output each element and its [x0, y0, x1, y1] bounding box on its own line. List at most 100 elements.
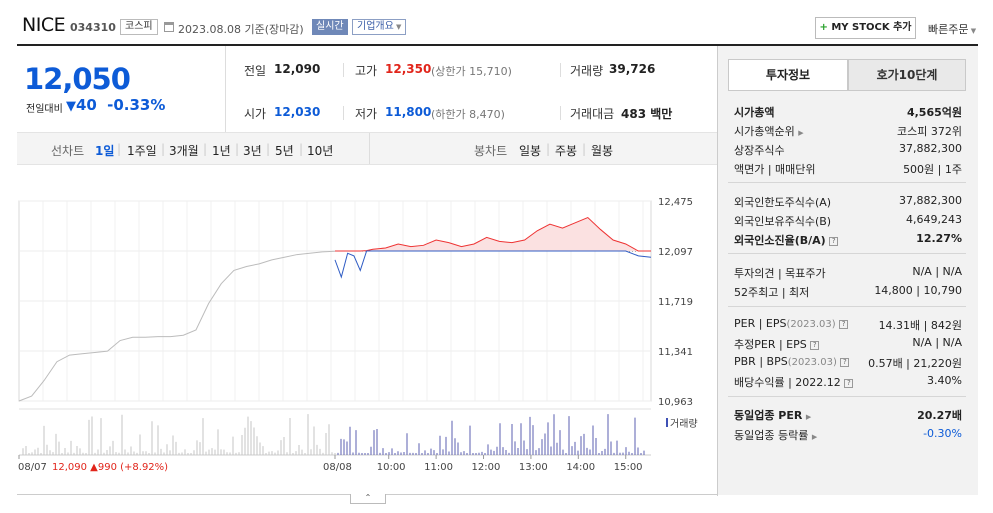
line-chart-label: 선차트	[51, 144, 85, 158]
price-change: ▼40 -0.33%	[66, 96, 165, 114]
today-up-area	[335, 217, 651, 251]
market-cap-rank-label: 시가총액순위	[734, 125, 795, 138]
low-label: 저가	[355, 107, 378, 121]
sector-per-value: 20.27배	[917, 409, 962, 422]
plus-icon: +	[819, 22, 828, 33]
stock-code: 034310	[70, 21, 116, 34]
dividend-value: 3.40%	[927, 374, 962, 387]
prev-day-summary: 12,090 ▲990 (+8.92%)	[52, 462, 168, 473]
price-chart-svg: 12,475 12,097 11,719 11,341 10,963 거래량 08/07 08…	[18, 197, 698, 473]
period-1d[interactable]: 1일	[95, 144, 115, 158]
period-separator: |	[235, 142, 240, 156]
change-percent: -0.33%	[107, 96, 166, 114]
quick-order-button[interactable]: 빠른주문 ▼	[928, 21, 976, 37]
section-divider	[728, 182, 966, 183]
period-separator: |	[582, 142, 587, 156]
amount-unit: 백만	[650, 107, 673, 121]
base-date: 2023.08.08 기준(장마감)	[178, 23, 304, 36]
quote-divider	[560, 106, 561, 120]
info-row: 액면가 | 매매단위 500원 | 1주	[734, 161, 962, 177]
info-row: 외국인보유주식수(B) 4,649,243	[734, 213, 962, 229]
caret-right-icon: ▶	[805, 413, 812, 421]
info-row: 52주최고 | 최저 14,800 | 10,790	[734, 284, 962, 300]
period-1w[interactable]: 1주일	[127, 144, 157, 158]
x-tick-label: 12:00	[472, 462, 501, 473]
period-separator: |	[546, 142, 551, 156]
candle-chart-label: 봉차트	[474, 144, 508, 158]
listed-shares-value: 37,882,300	[899, 142, 962, 155]
today-down-line	[334, 250, 652, 279]
period-3m[interactable]: 3개월	[169, 144, 199, 158]
amount-label: 거래대금	[570, 107, 615, 121]
period-10y[interactable]: 10년	[307, 144, 334, 158]
dividend-label: 배당수익률 | 2022.12	[734, 376, 841, 389]
info-row[interactable]: 동일업종 등락률 ▶ -0.30%	[734, 427, 962, 443]
par-value-value: 500원 | 1주	[903, 163, 962, 176]
info-icon[interactable]: ?	[810, 341, 820, 350]
info-row[interactable]: 시가총액순위 ▶ 코스피 372위	[734, 123, 962, 139]
period-5y[interactable]: 5년	[275, 144, 294, 158]
opinion-value: N/A | N/A	[912, 265, 962, 278]
tab-underline	[728, 90, 966, 91]
chevron-up-icon: ⌃	[364, 493, 372, 502]
week52-label: 52주최고 | 최저	[734, 286, 810, 299]
par-value-label: 액면가 | 매매단위	[734, 163, 816, 176]
y-tick-label: 10,963	[658, 397, 693, 408]
period-separator: |	[266, 142, 271, 156]
mystock-add-button[interactable]: + MY STOCK 추가	[815, 17, 916, 39]
calendar-icon	[164, 22, 174, 32]
period-bar: 선차트 1일 | 1주일 | 3개월 | 1년 | 3년 | 5년 | 10년 …	[17, 132, 717, 165]
low-value: 11,800	[385, 105, 432, 119]
price-divider	[225, 46, 226, 132]
foreign-holding-label: 외국인보유주식수(B)	[734, 215, 832, 228]
period-3y[interactable]: 3년	[243, 144, 262, 158]
sector-change-label: 동일업종 등락률	[734, 429, 809, 442]
current-price: 12,050	[24, 62, 131, 96]
open-value: 12,030	[274, 105, 321, 119]
change-amount: 40	[76, 96, 97, 114]
x-tick-label: 13:00	[519, 462, 548, 473]
x-tick-label: 15:00	[614, 462, 643, 473]
period-1y[interactable]: 1년	[212, 144, 231, 158]
y-tick-label: 11,341	[658, 347, 693, 358]
foreign-ratio-value: 12.27%	[916, 232, 962, 245]
info-icon[interactable]: ?	[839, 320, 849, 329]
section-divider	[728, 396, 966, 397]
info-row[interactable]: 동일업종 PER ▶ 20.27배	[734, 407, 962, 423]
corp-info-dropdown[interactable]: 기업개요 ▼	[352, 19, 407, 35]
foreign-limit-label: 외국인한도주식수(A)	[734, 196, 832, 209]
chart-right-border	[717, 46, 718, 496]
info-row: PBR | BPS(2023.03) ? 0.57배 | 21,220원	[734, 355, 962, 370]
stock-header: NICE 034310 코스피 2023.08.08 기준(장마감) 실시간 기…	[0, 0, 993, 44]
foreign-ratio-label: 외국인소진율(B/A)	[734, 234, 826, 247]
week52-value: 14,800 | 10,790	[874, 284, 962, 297]
high-label: 고가	[355, 64, 378, 78]
info-icon[interactable]: ?	[844, 379, 854, 388]
info-row: 배당수익률 | 2022.12 ? 3.40%	[734, 374, 962, 390]
x-tick-label: 08/08	[323, 462, 352, 473]
tab-orderbook[interactable]: 호가10단계	[848, 59, 966, 91]
info-row: 상장주식수 37,882,300	[734, 142, 962, 158]
quote-divider	[343, 106, 344, 120]
info-panel: 투자정보 호가10단계 시가총액 4,565억원 시가총액순위 ▶ 코스피 372위…	[718, 46, 978, 495]
prev-day-series-line	[18, 250, 336, 402]
foreign-holding-value: 4,649,243	[906, 213, 962, 226]
x-tick-label: 11:00	[424, 462, 453, 473]
realtime-badge[interactable]: 실시간	[312, 19, 348, 35]
candle-monthly[interactable]: 월봉	[591, 144, 614, 158]
tab-investment-info[interactable]: 투자정보	[728, 59, 848, 91]
sector-per-label: 동일업종 PER	[734, 409, 803, 422]
info-row: 시가총액 4,565억원	[734, 104, 962, 120]
pbr-bps-value: 0.57배 | 21,220원	[868, 357, 962, 370]
info-icon[interactable]: ?	[829, 237, 839, 246]
period-separator: |	[299, 142, 304, 156]
collapse-button[interactable]: ⌃	[350, 494, 386, 504]
candle-weekly[interactable]: 주봉	[555, 144, 578, 158]
candle-daily[interactable]: 일봉	[519, 144, 542, 158]
price-chart: 12,475 12,097 11,719 11,341 10,963 거래량 08/07 08…	[17, 165, 717, 495]
market-cap-rank-value: 코스피 372위	[897, 125, 962, 138]
pbr-bps-label: PBR | BPS	[734, 355, 788, 368]
info-icon[interactable]: ?	[840, 358, 850, 367]
section-divider	[728, 306, 966, 307]
info-row: 외국인소진율(B/A) ? 12.27%	[734, 232, 962, 248]
